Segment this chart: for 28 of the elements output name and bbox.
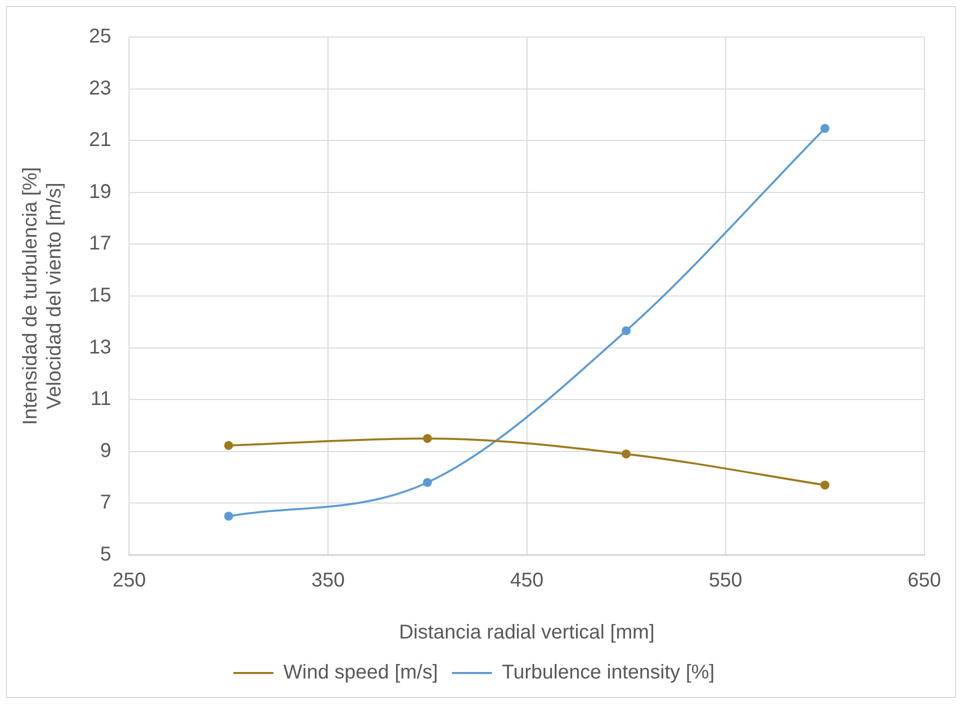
y-tick-label: 21 [88,129,112,152]
y-tick-label: 7 [100,492,112,514]
point [820,124,830,133]
y-tick-label: 17 [88,232,112,255]
x-tick-label: 550 [708,570,742,592]
x-tick-label: 350 [311,570,345,592]
point [622,449,631,458]
point [422,434,432,443]
x-tick-label: 250 [112,570,146,592]
point [422,478,432,487]
point [622,326,631,336]
x-tick-label: 650 [908,570,942,592]
y-tick-label: 19 [88,180,112,203]
y-tick-label: 15 [88,284,112,307]
legend-label: Turbulence intensity [%] [502,662,715,684]
y-axis-title: Intensidad de turbulencia [%] Velocidad del viento [m/s] [20,167,66,425]
y-tick-label: 9 [100,440,112,462]
x-tick-label: 450 [510,570,544,592]
point [820,480,830,490]
y-tick-label: 23 [88,77,112,100]
y-tick-label: 11 [90,388,112,410]
legend-label: Wind speed [m/s] [283,662,438,684]
point [224,440,234,450]
y-tick-label: 13 [88,336,112,358]
point [224,512,234,521]
x-axis-title: Distancia radial vertical [mm] [398,622,655,644]
y-tick-label: 25 [88,26,112,48]
y-tick-label: 5 [100,544,112,566]
